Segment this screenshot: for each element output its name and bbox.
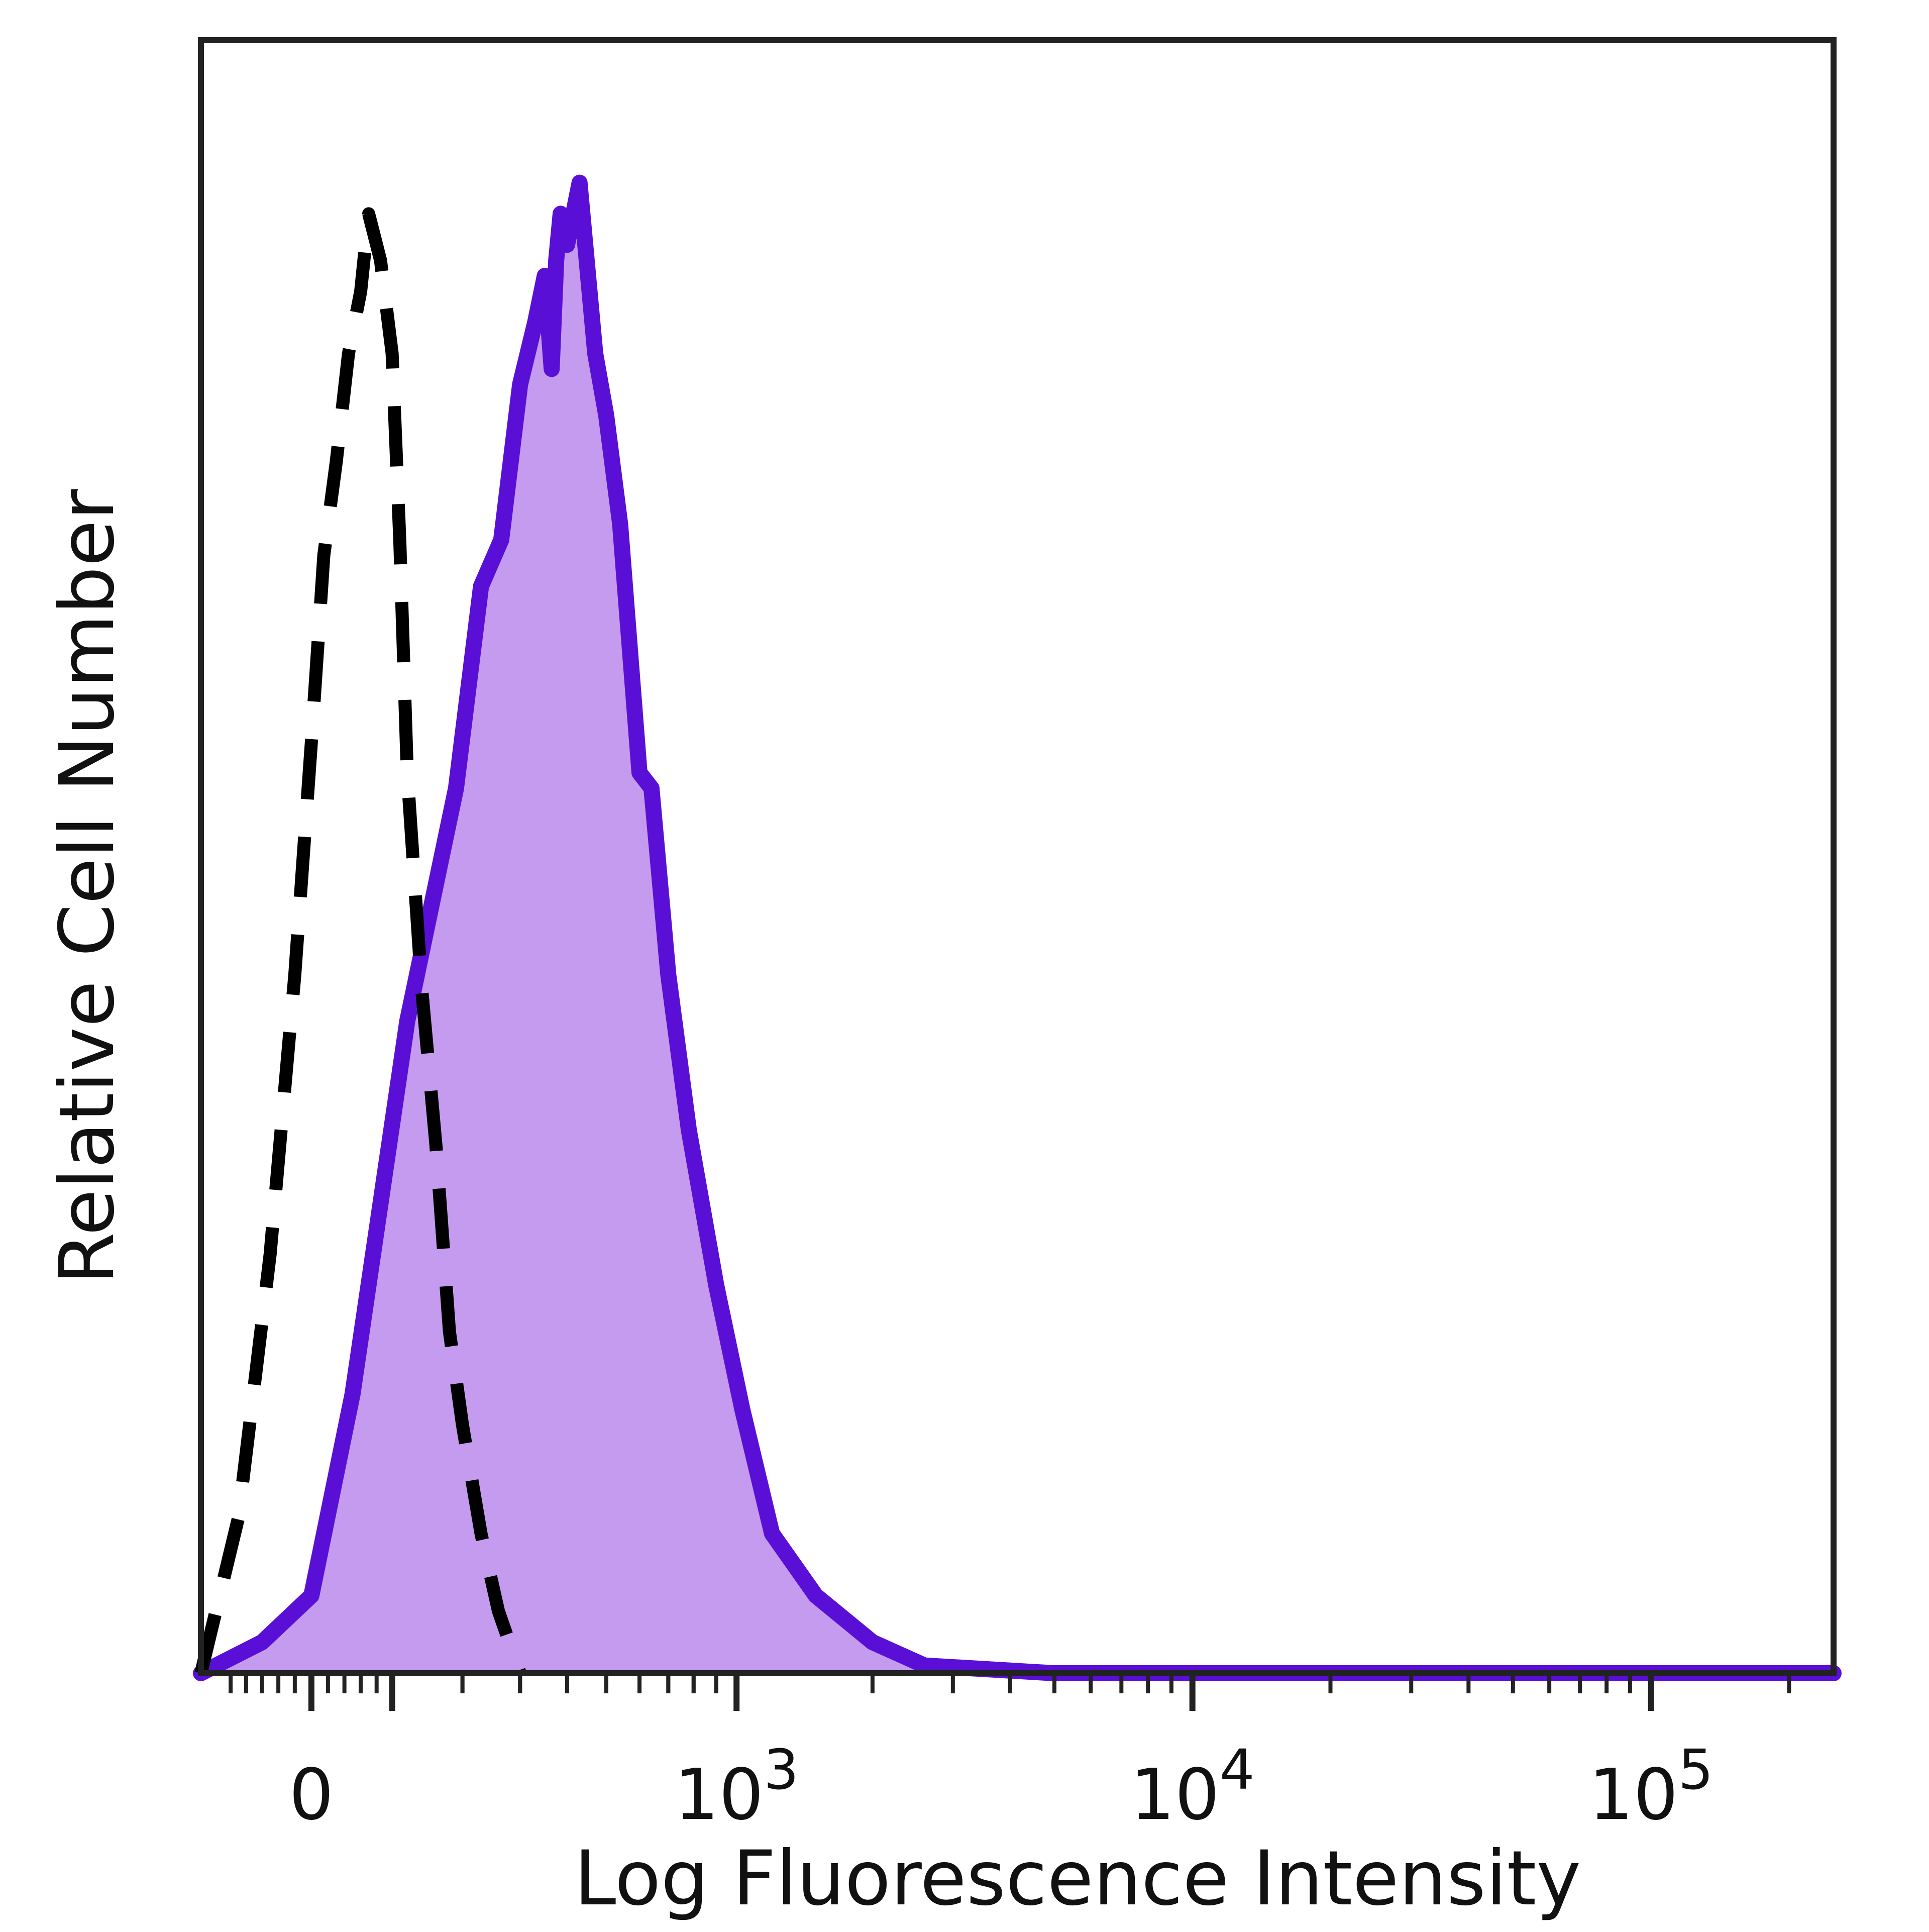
plot-frame bbox=[198, 37, 1837, 1676]
stained-histogram-line bbox=[193, 174, 1842, 1681]
plot-layer bbox=[193, 174, 1842, 1681]
control-histogram-line bbox=[194, 207, 526, 1676]
x-tick-label: 104 bbox=[1130, 1738, 1255, 1836]
x-tick-label: 0 bbox=[289, 1754, 334, 1836]
x-axis-tick-labels: 0 103 104 105 bbox=[289, 1738, 1713, 1836]
y-axis-label: Relative Cell Number bbox=[44, 489, 131, 1285]
x-axis-label: Log Fluorescence Intensity bbox=[574, 1835, 1581, 1922]
x-axis-ticks bbox=[229, 1673, 1791, 1711]
x-tick-label: 103 bbox=[674, 1738, 799, 1836]
stained-histogram-fill bbox=[201, 182, 1834, 1673]
x-tick-label: 105 bbox=[1589, 1738, 1713, 1836]
